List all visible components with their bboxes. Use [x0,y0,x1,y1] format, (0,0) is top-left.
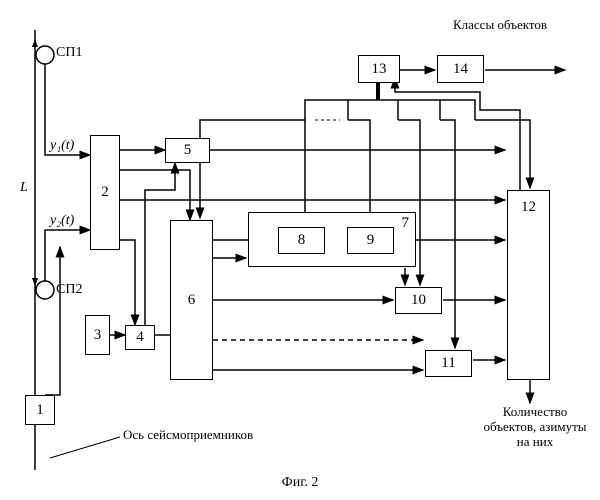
block-12: 12 [507,190,550,380]
block-10: 10 [395,287,442,314]
label-sp1: СП1 [56,45,82,61]
block-5-label: 5 [184,142,192,159]
block-6-label: 6 [188,292,196,309]
block-6: 6 [170,220,213,380]
block-12-label: 12 [521,199,536,216]
block-8: 8 [278,227,325,254]
block-11-label: 11 [441,355,455,372]
block-2-label: 2 [101,184,109,201]
block-3-label: 3 [94,327,102,344]
label-y2: y₂(t) [50,213,74,229]
output-classes: Классы объектов [440,18,560,33]
block-8-label: 8 [298,232,306,249]
block-10-label: 10 [411,292,426,309]
block-9: 9 [347,227,394,254]
axis-label: Ось сейсмоприемников [123,428,253,443]
block-14: 14 [437,55,484,83]
block-9-label: 9 [367,232,375,249]
block-14-label: 14 [453,61,468,78]
block-4-label: 4 [136,329,144,346]
label-sp2: СП2 [56,282,82,298]
block-4: 4 [125,325,155,350]
block-1: 1 [25,395,55,425]
block-13: 13 [358,55,400,83]
label-L: L [20,180,28,196]
block-11: 11 [425,350,472,377]
block-13-label: 13 [372,61,387,78]
block-5: 5 [165,138,210,163]
block-3: 3 [85,315,110,355]
block-2: 2 [90,135,120,250]
figure-caption: Фиг. 2 [0,475,600,491]
block-7-label: 7 [402,215,410,232]
label-y1: y₁(t) [50,138,74,154]
block-1-label: 1 [36,402,44,419]
output-count-azimuth: Количество объектов, азимуты на них [480,405,590,450]
